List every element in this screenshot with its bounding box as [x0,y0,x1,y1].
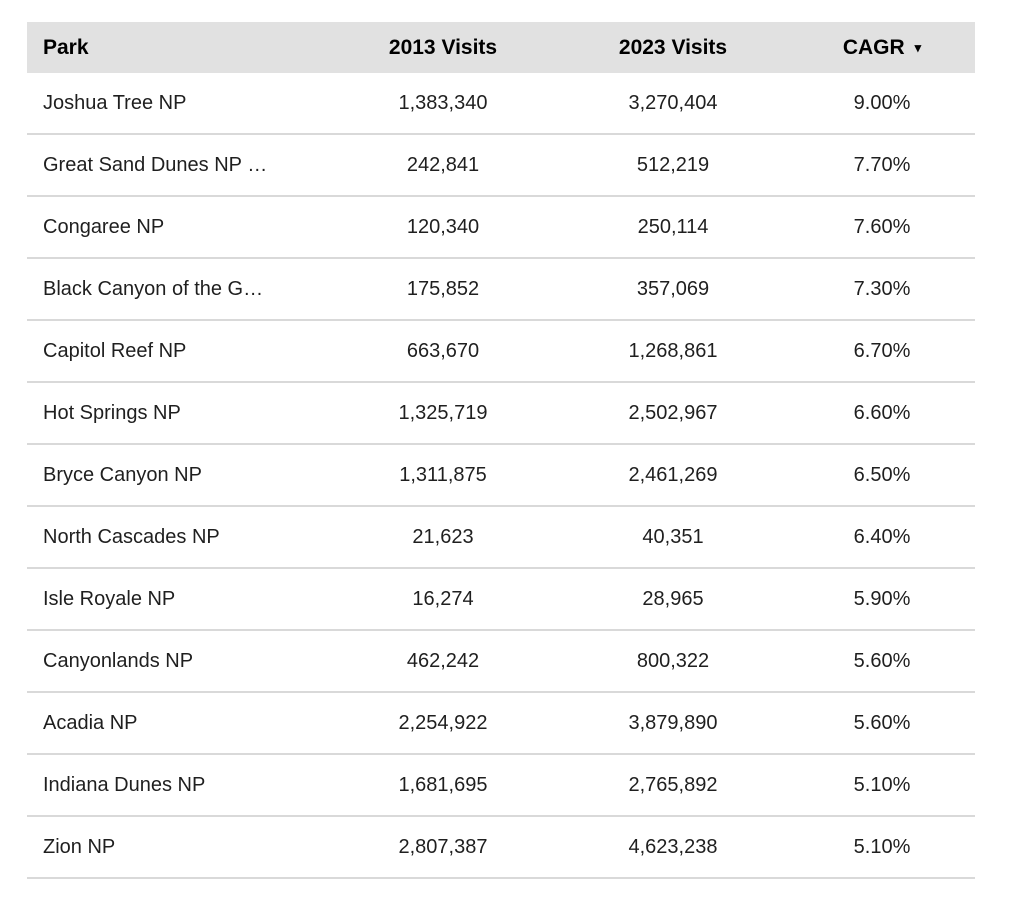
cell-2023-visits: 2,502,967 [557,382,789,445]
park-visits-table-container: Park 2013 Visits 2023 Visits CAGR ▾ Joshu… [27,22,975,879]
cell-2023-visits: 4,623,238 [557,816,789,879]
cell-2023-visits: 2,461,269 [557,444,789,507]
cell-cagr: 6.70% [789,320,975,383]
cell-park: Joshua Tree NP [27,73,329,135]
table-row: Zion NP 2,807,387 4,623,238 5.10% [27,816,975,879]
cell-2013-visits: 1,311,875 [329,444,557,507]
park-visits-table: Park 2013 Visits 2023 Visits CAGR ▾ Joshu… [27,22,975,879]
table-row: Black Canyon of the G… 175,852 357,069 7… [27,258,975,321]
cell-2023-visits: 357,069 [557,258,789,321]
cell-2023-visits: 512,219 [557,134,789,197]
header-row: Park 2013 Visits 2023 Visits CAGR ▾ [27,22,975,73]
cell-2023-visits: 2,765,892 [557,754,789,817]
sort-desc-icon[interactable]: ▾ [914,39,922,55]
cell-cagr: 6.50% [789,444,975,507]
cell-2023-visits: 1,268,861 [557,320,789,383]
cell-2013-visits: 1,325,719 [329,382,557,445]
cell-2013-visits: 242,841 [329,134,557,197]
cell-park: Canyonlands NP [27,630,329,693]
table-row: North Cascades NP 21,623 40,351 6.40% [27,506,975,569]
cell-cagr: 7.70% [789,134,975,197]
cell-cagr: 5.10% [789,754,975,817]
cell-2023-visits: 40,351 [557,506,789,569]
table-row: Joshua Tree NP 1,383,340 3,270,404 9.00% [27,73,975,135]
cell-2013-visits: 663,670 [329,320,557,383]
cell-2013-visits: 462,242 [329,630,557,693]
table-row: Acadia NP 2,254,922 3,879,890 5.60% [27,692,975,755]
cell-cagr: 6.40% [789,506,975,569]
cell-park: Hot Springs NP [27,382,329,445]
column-header-cagr-label: CAGR [842,35,905,59]
table-header: Park 2013 Visits 2023 Visits CAGR ▾ [27,22,975,73]
cell-2023-visits: 3,270,404 [557,73,789,135]
cell-2013-visits: 16,274 [329,568,557,631]
cell-2023-visits: 250,114 [557,196,789,259]
cell-2013-visits: 1,383,340 [329,73,557,135]
column-header-2013-visits[interactable]: 2013 Visits [329,22,557,73]
cell-park: Great Sand Dunes NP … [27,134,329,197]
cell-cagr: 5.60% [789,630,975,693]
table-row: Congaree NP 120,340 250,114 7.60% [27,196,975,259]
cell-2013-visits: 21,623 [329,506,557,569]
cell-cagr: 5.90% [789,568,975,631]
table-row: Hot Springs NP 1,325,719 2,502,967 6.60% [27,382,975,445]
cell-cagr: 7.60% [789,196,975,259]
table-row: Great Sand Dunes NP … 242,841 512,219 7.… [27,134,975,197]
table-row: Isle Royale NP 16,274 28,965 5.90% [27,568,975,631]
cell-cagr: 7.30% [789,258,975,321]
column-header-2023-visits[interactable]: 2023 Visits [557,22,789,73]
cell-2013-visits: 120,340 [329,196,557,259]
cell-2023-visits: 28,965 [557,568,789,631]
cell-park: Zion NP [27,816,329,879]
column-header-park[interactable]: Park [27,22,329,73]
cell-park: Acadia NP [27,692,329,755]
cell-park: Congaree NP [27,196,329,259]
cell-park: Black Canyon of the G… [27,258,329,321]
cell-2023-visits: 800,322 [557,630,789,693]
cell-cagr: 5.10% [789,816,975,879]
cell-park: Bryce Canyon NP [27,444,329,507]
cell-park: Isle Royale NP [27,568,329,631]
cell-cagr: 5.60% [789,692,975,755]
cell-park: Capitol Reef NP [27,320,329,383]
table-row: Canyonlands NP 462,242 800,322 5.60% [27,630,975,693]
table-row: Capitol Reef NP 663,670 1,268,861 6.70% [27,320,975,383]
cell-cagr: 9.00% [789,73,975,135]
table-row: Indiana Dunes NP 1,681,695 2,765,892 5.1… [27,754,975,817]
cell-2013-visits: 175,852 [329,258,557,321]
column-header-cagr[interactable]: CAGR ▾ [789,22,975,73]
cell-2013-visits: 2,254,922 [329,692,557,755]
cell-2013-visits: 1,681,695 [329,754,557,817]
table-row: Bryce Canyon NP 1,311,875 2,461,269 6.50… [27,444,975,507]
cell-2023-visits: 3,879,890 [557,692,789,755]
cell-cagr: 6.60% [789,382,975,445]
cell-park: North Cascades NP [27,506,329,569]
cell-2013-visits: 2,807,387 [329,816,557,879]
table-body: Joshua Tree NP 1,383,340 3,270,404 9.00%… [27,73,975,879]
cell-park: Indiana Dunes NP [27,754,329,817]
